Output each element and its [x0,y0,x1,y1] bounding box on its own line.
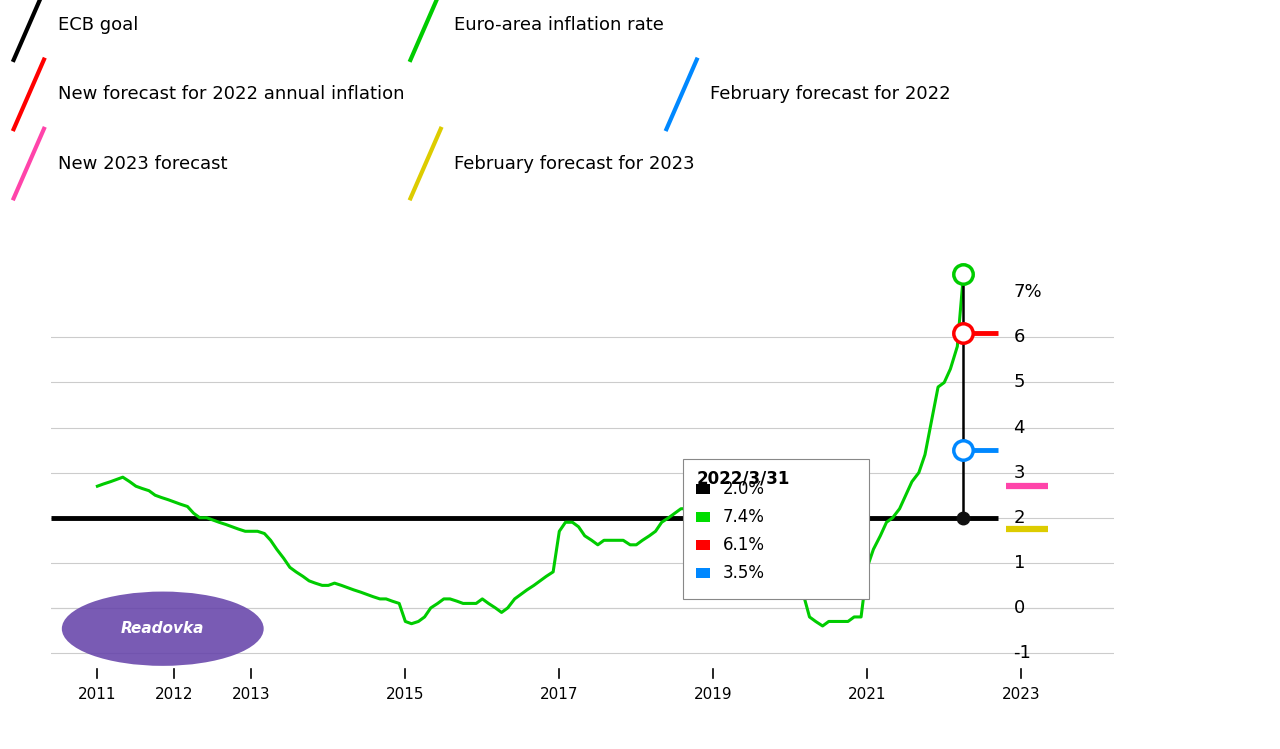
Text: 7%: 7% [1014,283,1042,301]
FancyBboxPatch shape [684,459,869,599]
Text: 2011: 2011 [78,687,116,702]
Text: -1: -1 [1014,644,1032,662]
Text: 2017: 2017 [540,687,579,702]
Text: 2021: 2021 [847,687,887,702]
Text: 2: 2 [1014,509,1025,527]
Text: 2012: 2012 [155,687,193,702]
FancyBboxPatch shape [696,540,710,551]
Text: 7.4%: 7.4% [722,509,764,527]
Text: 2022/3/31: 2022/3/31 [696,469,790,487]
Text: Readovka: Readovka [122,621,205,636]
Text: 4: 4 [1014,419,1025,437]
Text: 5: 5 [1014,374,1025,392]
Text: 2.0%: 2.0% [722,480,764,498]
Text: 2013: 2013 [232,687,270,702]
Text: 6: 6 [1014,328,1025,347]
Text: 2015: 2015 [387,687,425,702]
Text: February forecast for 2022: February forecast for 2022 [710,85,951,103]
FancyBboxPatch shape [696,485,710,494]
FancyBboxPatch shape [696,512,710,522]
Text: 2019: 2019 [694,687,732,702]
Text: February forecast for 2023: February forecast for 2023 [454,154,695,172]
FancyBboxPatch shape [696,568,710,578]
Text: 2023: 2023 [1002,687,1041,702]
Text: 0: 0 [1014,599,1025,617]
Text: 3: 3 [1014,464,1025,482]
Text: New 2023 forecast: New 2023 forecast [58,154,227,172]
Text: New forecast for 2022 annual inflation: New forecast for 2022 annual inflation [58,85,404,103]
Ellipse shape [61,592,264,666]
Text: 6.1%: 6.1% [722,536,764,554]
Text: 1: 1 [1014,554,1025,571]
Text: 3.5%: 3.5% [722,564,764,582]
Text: Euro-area inflation rate: Euro-area inflation rate [454,16,664,34]
Text: ECB goal: ECB goal [58,16,138,34]
